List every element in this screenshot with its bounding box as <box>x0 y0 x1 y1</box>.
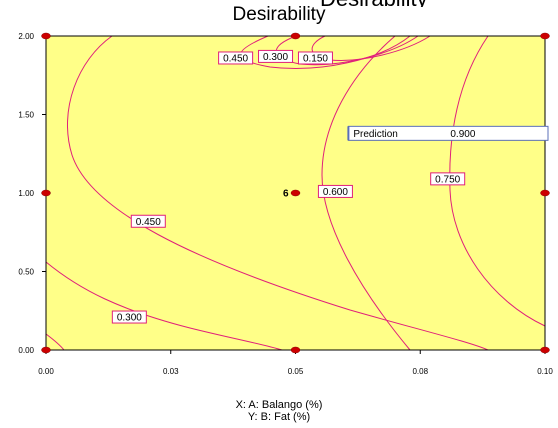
x-axis-label: X: A: Balango (%) <box>235 399 323 411</box>
y-tick-label: 0.00 <box>18 346 34 355</box>
prediction-label: Prediction <box>353 129 397 140</box>
design-point <box>540 189 550 197</box>
design-point <box>290 189 301 197</box>
contour-label: 0.300 <box>111 310 147 324</box>
contour-line-0300 <box>45 261 283 351</box>
contour-label: 0.150 <box>297 51 333 65</box>
contour-label-text: 0.450 <box>223 53 248 64</box>
contour-label-box <box>111 310 147 324</box>
contour-line-bottom-left <box>45 333 65 351</box>
design-point <box>290 32 301 40</box>
design-point <box>41 346 51 354</box>
contour-line-0450-upper <box>67 35 489 351</box>
design-point <box>540 346 550 354</box>
x-tick-label: 0.10 <box>537 367 553 376</box>
contour-label-box <box>317 184 353 198</box>
x-tick-label: 0.05 <box>288 367 304 376</box>
design-points: 6 <box>41 32 550 354</box>
contour-label-text: 0.300 <box>263 52 288 63</box>
x-tick-label: 0.08 <box>412 367 428 376</box>
contour-label-box <box>430 172 466 186</box>
y-tick-label: 2.00 <box>18 32 34 41</box>
contour-label: 0.600 <box>317 184 353 198</box>
y-tick-label: 1.00 <box>18 189 34 198</box>
design-point <box>41 189 51 197</box>
contour-label-box <box>258 49 294 63</box>
prediction-value: 0.900 <box>450 129 475 140</box>
contour-label-box <box>297 51 333 65</box>
x-tick-label: 0.00 <box>38 367 54 376</box>
contour-label-box <box>218 51 254 65</box>
contour-lines <box>45 35 546 351</box>
design-point <box>41 32 51 40</box>
contour-line-0600 <box>321 35 411 351</box>
contour-label: 0.300 <box>258 49 294 63</box>
contour-line-top-inner <box>311 35 431 61</box>
contour-label-box <box>130 214 166 228</box>
contour-label: 0.450 <box>130 214 166 228</box>
contour-label-text: 0.450 <box>136 217 161 228</box>
chart-title-echo: Desirability <box>320 0 428 7</box>
contour-label-text: 0.150 <box>303 53 328 64</box>
y-axis-label: Y: B: Fat (%) <box>247 411 311 423</box>
contour-labels: 0.450 0.300 0.150 0.600 0.750 0.450 0.300 Predi… <box>111 49 549 324</box>
title-strip: Desirability <box>320 0 558 7</box>
contour-label-text: 0.600 <box>323 187 348 198</box>
design-point <box>290 346 301 354</box>
center-point-count: 6 <box>283 189 289 200</box>
contour-label: 0.750 <box>430 172 466 186</box>
x-tick-label: 0.03 <box>163 367 179 376</box>
contour-line-top-outer <box>240 35 411 69</box>
contour-label: 0.450 <box>218 51 254 65</box>
contour-label-text: 0.750 <box>435 174 460 185</box>
y-tick-label: 1.50 <box>18 111 34 120</box>
chart-title: Desirability <box>232 4 326 25</box>
prediction-flag: Prediction 0.900 <box>347 125 549 141</box>
contour-label-text: 0.300 <box>117 313 142 324</box>
contour-line-0750 <box>449 35 546 327</box>
y-tick-label: 0.50 <box>18 268 34 277</box>
design-point <box>540 32 550 40</box>
